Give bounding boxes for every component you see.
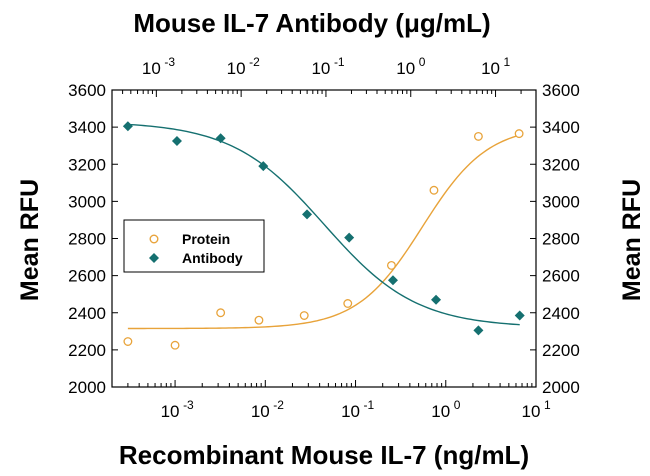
x-top-tick-exponent: 0	[419, 55, 426, 69]
fit-curves	[127, 123, 520, 330]
x-bottom-tick-exponent: -1	[364, 398, 375, 412]
legend-label-antibody: Antibody	[182, 250, 243, 266]
x-axis-title: Recombinant Mouse IL-7 (ng/mL)	[119, 440, 529, 470]
y-tick-label-right: 3000	[542, 192, 580, 211]
x-bottom-tick-exponent: -2	[273, 398, 284, 412]
data-point-antibody	[258, 161, 269, 172]
x-top-tick-exponent: 1	[504, 55, 511, 69]
x-bottom-tick-exponent: 0	[454, 398, 461, 412]
x-top-tick-label: 10	[227, 59, 246, 78]
y-tick-label-right: 2400	[542, 304, 580, 323]
fit-curve-antibody	[127, 123, 520, 326]
x-top-tick-exponent: -3	[164, 55, 175, 69]
data-points	[122, 121, 525, 350]
x-top-tick-label: 10	[311, 59, 330, 78]
y-axis-title-right: Mean RFU	[618, 179, 646, 301]
data-point-antibody	[431, 294, 442, 305]
x-bottom-tick-label: 10	[431, 402, 450, 421]
x-bottom-tick-label: 10	[251, 402, 270, 421]
y-tick-label-right: 2600	[542, 267, 580, 286]
top-x-ticks: 10 -3 10 -2 10 -1 10 0 10 1	[111, 55, 537, 97]
left-y-ticks: 2000 2200 2400 2600 2800 3000 3200 3400 3600	[68, 81, 118, 397]
data-point-protein	[429, 185, 439, 195]
y-tick-label-left: 2600	[68, 267, 106, 286]
data-point-antibody	[387, 275, 398, 286]
y-tick-label-right: 2800	[542, 230, 580, 249]
data-point-antibody	[302, 209, 313, 220]
data-point-protein	[216, 308, 226, 318]
x-bottom-tick-label: 10	[161, 402, 180, 421]
y-tick-label-left: 2000	[68, 378, 106, 397]
legend-box	[123, 219, 265, 273]
y-tick-label-right: 2200	[542, 341, 580, 360]
x-top-tick-label: 10	[142, 59, 161, 78]
data-point-antibody	[344, 232, 355, 243]
y-tick-label-left: 2200	[68, 341, 106, 360]
y-tick-label-left: 2800	[68, 230, 106, 249]
y-tick-label-right: 3400	[542, 118, 580, 137]
y-tick-label-left: 3400	[68, 118, 106, 137]
y-tick-label-left: 3600	[68, 81, 106, 100]
x-bottom-tick-label: 10	[341, 402, 360, 421]
fit-curve-protein	[127, 134, 520, 330]
y-tick-label-left: 2400	[68, 304, 106, 323]
data-point-protein	[386, 260, 396, 270]
right-y-ticks: 2000 2200 2400 2600 2800 3000 3200 3400 3600	[530, 81, 580, 397]
legend-marker-antibody	[149, 253, 159, 263]
legend: Protein Antibody	[123, 219, 265, 273]
data-point-protein	[473, 131, 483, 141]
x-bottom-tick-label: 10	[522, 402, 541, 421]
x-top-tick-label: 10	[396, 59, 415, 78]
top-axis-title: Mouse IL-7 Antibody (μg/mL)	[133, 8, 490, 38]
bottom-x-ticks: 10 -3 10 -2 10 -1 10 0 10 1	[111, 380, 551, 421]
y-tick-label-left: 3200	[68, 155, 106, 174]
data-point-antibody	[215, 133, 226, 144]
data-point-protein	[299, 311, 309, 320]
x-top-tick-exponent: -2	[249, 55, 260, 69]
data-point-protein	[343, 299, 353, 308]
data-point-antibody	[122, 121, 133, 132]
legend-label-protein: Protein	[182, 231, 230, 247]
y-tick-label-right: 2000	[542, 378, 580, 397]
data-point-protein	[170, 340, 180, 350]
data-point-antibody	[171, 136, 182, 147]
data-point-antibody	[514, 310, 525, 321]
x-top-tick-label: 10	[481, 59, 500, 78]
data-point-protein	[123, 337, 133, 346]
x-bottom-tick-exponent: -3	[183, 398, 194, 412]
x-bottom-tick-exponent: 1	[544, 398, 551, 412]
y-tick-label-right: 3200	[542, 155, 580, 174]
data-point-protein	[254, 315, 264, 325]
y-tick-label-left: 3000	[68, 192, 106, 211]
x-top-tick-exponent: -1	[334, 55, 345, 69]
data-point-antibody	[473, 325, 484, 336]
y-axis-title-left: Mean RFU	[16, 179, 44, 301]
legend-marker-protein	[149, 234, 159, 244]
data-point-protein	[514, 129, 524, 139]
y-tick-label-right: 3600	[542, 81, 580, 100]
